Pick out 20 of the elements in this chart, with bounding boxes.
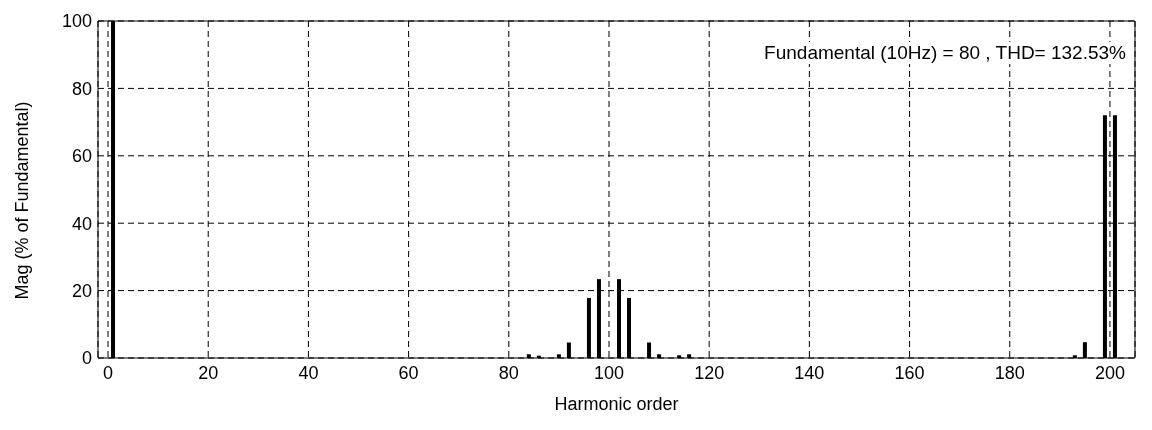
y-tick-label: 60	[71, 146, 92, 167]
y-tick-label: 40	[71, 213, 92, 234]
x-tick-label: 0	[103, 362, 114, 383]
y-tick-label: 20	[71, 280, 92, 301]
y-axis-title: Mag (% of Fundamental)	[12, 101, 33, 300]
x-tick-label: 60	[398, 362, 419, 383]
x-tick-label: 80	[498, 362, 519, 383]
y-tick-label: 80	[71, 78, 92, 99]
x-tick-label: 20	[198, 362, 219, 383]
x-tick-label: 140	[794, 362, 825, 383]
x-axis-title: Harmonic order	[554, 394, 679, 414]
x-tick-label: 180	[994, 362, 1025, 383]
y-tick-label: 100	[61, 11, 92, 32]
x-tick-label: 40	[298, 362, 319, 383]
x-tick-label: 160	[894, 362, 925, 383]
x-tick-label: 120	[694, 362, 725, 383]
y-tick-label: 0	[81, 348, 92, 369]
x-tick-label: 100	[593, 362, 625, 383]
x-tick-label: 200	[1094, 362, 1125, 383]
annotation: Fundamental (10Hz) = 80 , THD= 132.53%	[762, 42, 1128, 64]
